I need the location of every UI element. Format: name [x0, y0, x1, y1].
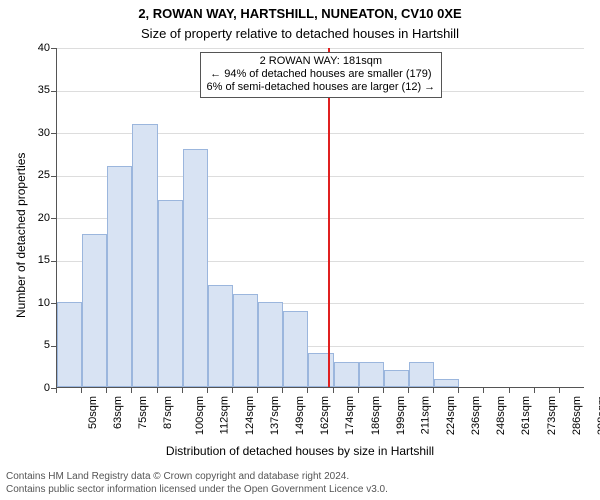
y-tick-label: 35: [26, 84, 50, 96]
y-tick-mark: [51, 48, 56, 49]
x-tick-mark: [509, 388, 510, 393]
x-axis-label: Distribution of detached houses by size …: [0, 444, 600, 458]
histogram-bar: [158, 200, 183, 387]
x-tick-mark: [483, 388, 484, 393]
histogram-bar: [283, 311, 308, 388]
x-tick-mark: [157, 388, 158, 393]
annotation-line: 6% of semi-detached houses are larger (1…: [207, 81, 436, 94]
annotation-box: 2 ROWAN WAY: 181sqm← 94% of detached hou…: [200, 52, 443, 98]
y-tick-mark: [51, 91, 56, 92]
y-tick-label: 15: [26, 254, 50, 266]
x-tick-mark: [81, 388, 82, 393]
histogram-bar: [233, 294, 258, 388]
histogram-bar: [82, 234, 107, 387]
histogram-bar: [132, 124, 157, 388]
y-tick-mark: [51, 346, 56, 347]
histogram-bar: [107, 166, 132, 387]
histogram-bar: [183, 149, 208, 387]
chart-plot-area: 2 ROWAN WAY: 181sqm← 94% of detached hou…: [56, 48, 584, 388]
y-gridline: [57, 48, 584, 49]
footer-line-2: Contains public sector information licen…: [6, 484, 388, 497]
y-tick-mark: [51, 261, 56, 262]
page-subtitle: Size of property relative to detached ho…: [0, 26, 600, 41]
annotation-line: 2 ROWAN WAY: 181sqm: [207, 55, 436, 68]
histogram-bar: [334, 362, 359, 388]
histogram-bar: [359, 362, 384, 388]
x-tick-mark: [131, 388, 132, 393]
y-tick-label: 40: [26, 42, 50, 54]
y-tick-label: 20: [26, 212, 50, 224]
y-tick-label: 30: [26, 127, 50, 139]
footer-line-1: Contains HM Land Registry data © Crown c…: [6, 471, 388, 484]
x-tick-label: 298sqm: [596, 396, 600, 435]
x-tick-mark: [182, 388, 183, 393]
histogram-bar: [434, 379, 459, 388]
x-tick-mark: [257, 388, 258, 393]
x-tick-mark: [307, 388, 308, 393]
y-tick-mark: [51, 218, 56, 219]
attribution-footer: Contains HM Land Registry data © Crown c…: [6, 471, 388, 496]
y-tick-label: 5: [26, 339, 50, 351]
y-tick-label: 25: [26, 169, 50, 181]
histogram-bar: [409, 362, 434, 388]
x-tick-mark: [282, 388, 283, 393]
x-tick-mark: [433, 388, 434, 393]
x-tick-mark: [56, 388, 57, 393]
x-tick-mark: [408, 388, 409, 393]
y-tick-label: 0: [26, 382, 50, 394]
histogram-bar: [208, 285, 233, 387]
x-tick-mark: [333, 388, 334, 393]
reference-line: [328, 48, 330, 387]
annotation-line: ← 94% of detached houses are smaller (17…: [207, 68, 436, 81]
histogram-bar: [57, 302, 82, 387]
x-tick-mark: [106, 388, 107, 393]
y-tick-mark: [51, 303, 56, 304]
y-tick-mark: [51, 133, 56, 134]
x-tick-mark: [458, 388, 459, 393]
histogram-bar: [258, 302, 283, 387]
x-tick-mark: [383, 388, 384, 393]
y-tick-label: 10: [26, 297, 50, 309]
x-tick-mark: [232, 388, 233, 393]
histogram-bar: [384, 370, 409, 387]
x-tick-mark: [559, 388, 560, 393]
x-tick-mark: [358, 388, 359, 393]
y-tick-mark: [51, 176, 56, 177]
page-title: 2, ROWAN WAY, HARTSHILL, NUNEATON, CV10 …: [0, 6, 600, 21]
x-tick-mark: [534, 388, 535, 393]
x-tick-mark: [207, 388, 208, 393]
